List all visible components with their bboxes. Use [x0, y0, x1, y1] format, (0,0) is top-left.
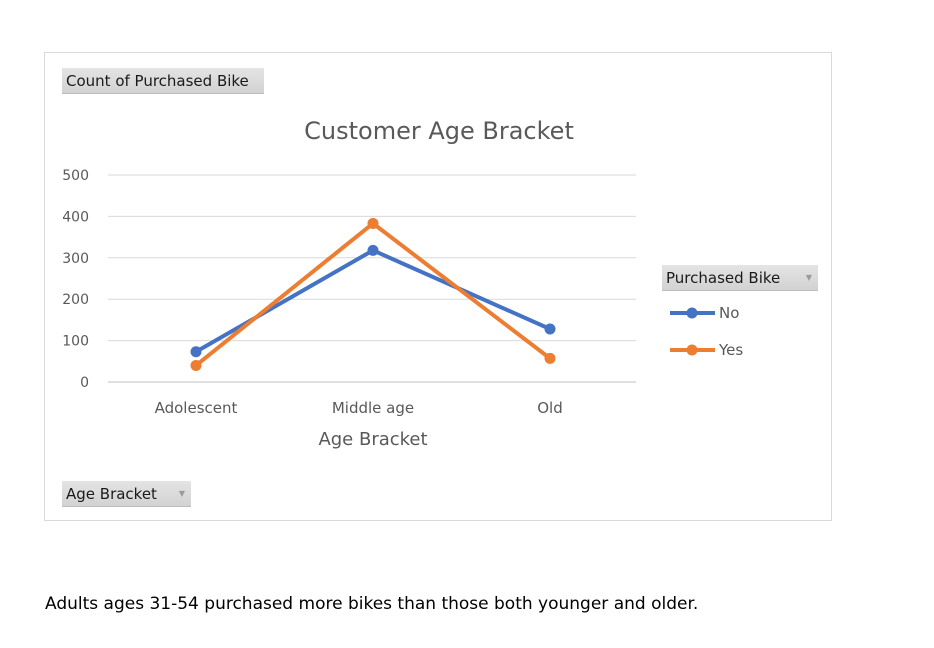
series-line-no	[194, 248, 552, 354]
y-tick-label: 200	[62, 292, 89, 308]
x-tick-label: Middle age	[332, 399, 414, 417]
caption-text: Adults ages 31-54 purchased more bikes t…	[45, 594, 699, 614]
x-tick-label: Adolescent	[155, 399, 238, 417]
value-field-button[interactable]: Count of Purchased Bike	[62, 68, 264, 94]
data-point-yes	[367, 217, 379, 229]
data-point-no	[544, 323, 556, 335]
legend-marker-no	[686, 307, 698, 319]
legend-label: Yes	[718, 341, 743, 359]
row-field-button[interactable]: Age Bracket ▼	[62, 481, 191, 507]
data-point-no	[190, 346, 202, 358]
y-tick-label: 400	[62, 209, 89, 225]
legend-marker-yes	[686, 344, 698, 356]
row-field-label: Age Bracket	[66, 485, 157, 503]
data-point-no	[367, 244, 379, 256]
legend-field-button[interactable]: Purchased Bike ▼	[662, 265, 818, 291]
chart-title: Customer Age Bracket	[304, 117, 574, 145]
data-point-yes	[544, 352, 556, 364]
x-axis-title: Age Bracket	[318, 429, 427, 450]
y-tick-label: 300	[62, 251, 89, 267]
dropdown-arrow-icon[interactable]: ▼	[178, 489, 185, 498]
y-tick-label: 500	[62, 168, 89, 184]
value-field-label: Count of Purchased Bike	[66, 72, 249, 90]
y-tick-label: 100	[62, 334, 89, 350]
data-point-yes	[190, 359, 202, 371]
legend-field-label: Purchased Bike	[666, 269, 781, 287]
legend-label: No	[719, 304, 739, 322]
x-tick-label: Old	[537, 399, 563, 417]
dropdown-arrow-icon[interactable]: ▼	[805, 273, 812, 282]
series-line-yes	[194, 221, 552, 368]
y-tick-label: 0	[80, 375, 89, 391]
